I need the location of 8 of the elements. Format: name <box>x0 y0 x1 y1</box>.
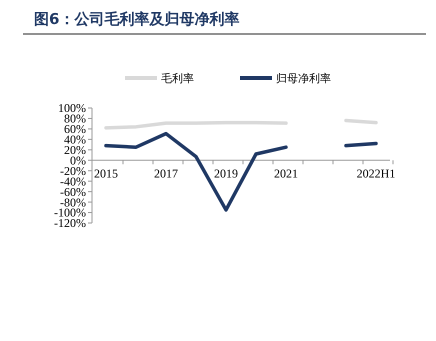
x-tick-label: 2015 <box>94 166 118 180</box>
legend-label: 归母净利率 <box>276 72 331 85</box>
legend-label: 毛利率 <box>161 72 194 85</box>
x-tick-label: 2022H1 <box>356 166 396 180</box>
chart-title: 图6：公司毛利率及归母净利率 <box>34 10 240 28</box>
x-tick-label: 2021 <box>274 166 298 180</box>
x-tick-label: 2019 <box>214 166 238 180</box>
x-tick-label: 2017 <box>154 166 178 180</box>
